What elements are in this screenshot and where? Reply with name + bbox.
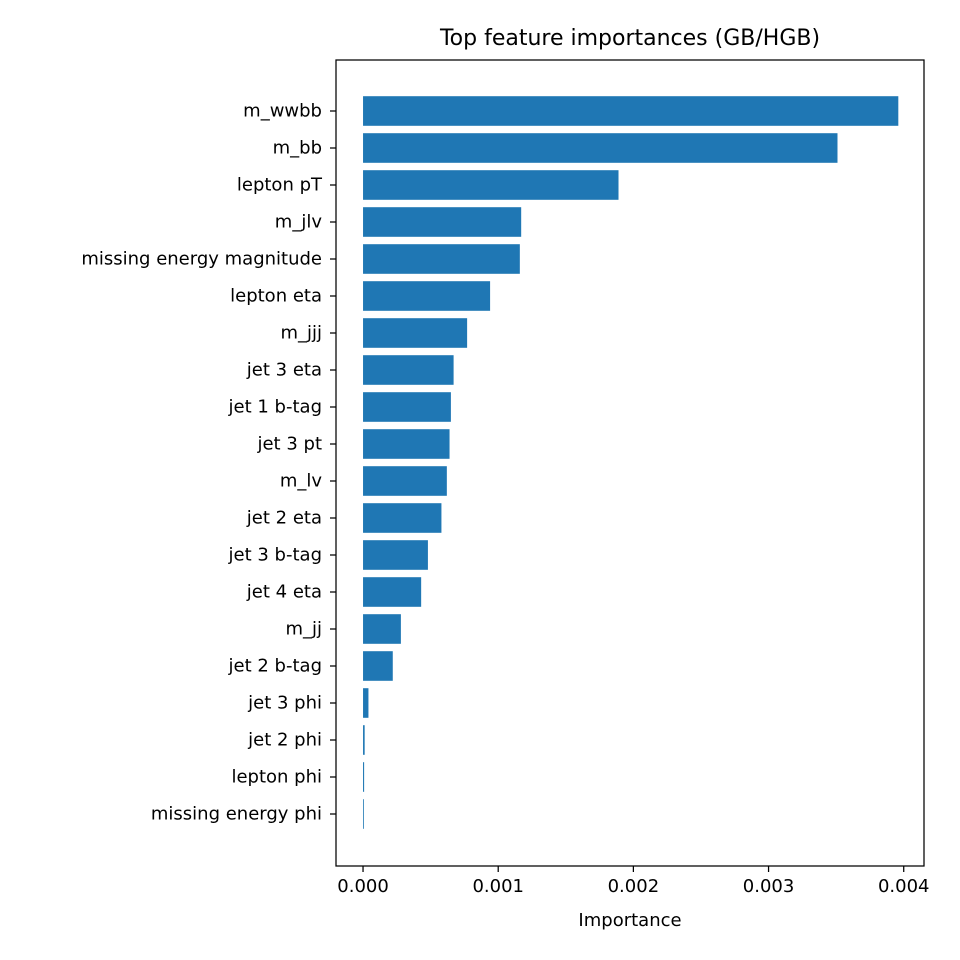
x-tick-label: 0.001 [472, 876, 524, 897]
bar-jet-3-eta [363, 355, 454, 385]
x-tick-label: 0.000 [337, 876, 389, 897]
x-tick-label: 0.002 [608, 876, 660, 897]
bar-jet-3-b-tag [363, 540, 428, 570]
y-tick-label: jet 2 phi [247, 730, 322, 751]
y-tick-label: jet 2 b-tag [228, 656, 322, 677]
y-tick-label: jet 3 pt [256, 434, 322, 455]
chart-title: Top feature importances (GB/HGB) [439, 26, 820, 51]
y-tick-label: jet 3 b-tag [228, 545, 322, 566]
plot-frame [335, 59, 925, 867]
y-tick-label: jet 3 phi [247, 693, 322, 714]
bar-jet-1-b-tag [363, 392, 451, 422]
bar-jet-3-pt [363, 429, 450, 459]
y-tick-label: m_wwbb [243, 101, 322, 122]
bar-missing-energy-magnitude [363, 244, 520, 274]
y-tick-label: m_jlv [275, 212, 323, 233]
x-tick-label: 0.003 [743, 876, 795, 897]
y-tick-label: jet 4 eta [246, 582, 322, 603]
bar-lepton-pT [363, 170, 619, 200]
bars-group [363, 96, 899, 829]
x-ticks: 0.000 0.001 0.002 0.003 0.004 [337, 866, 929, 897]
y-tick-label: m_bb [273, 138, 322, 159]
y-tick-label: missing energy phi [151, 804, 322, 825]
bar-m_jlv [363, 207, 522, 237]
y-tick-label: lepton phi [231, 767, 322, 788]
y-tick-label: missing energy magnitude [81, 249, 322, 270]
y-tick-label: m_jj [285, 619, 322, 640]
bar-m_wwbb [363, 96, 899, 126]
y-tick-label: m_jjj [280, 323, 322, 344]
x-axis-label: Importance [578, 910, 681, 931]
bar-missing-energy-phi [363, 799, 364, 829]
bar-jet-3-phi [363, 688, 369, 718]
bar-jet-2-eta [363, 503, 442, 533]
x-tick-label: 0.004 [878, 876, 930, 897]
bar-jet-2-phi [363, 725, 365, 755]
y-tick-label: m_lv [280, 471, 323, 492]
bar-jet-4-eta [363, 577, 422, 607]
bar-lepton-eta [363, 281, 491, 311]
y-tick-label: jet 1 b-tag [228, 397, 322, 418]
y-tick-label: lepton eta [230, 286, 322, 307]
y-tick-label: jet 2 eta [246, 508, 322, 529]
bar-m_lv [363, 466, 447, 496]
y-tick-label: jet 3 eta [246, 360, 322, 381]
bar-m_bb [363, 133, 838, 163]
bar-m_jj [363, 614, 401, 644]
bar-m_jjj [363, 318, 468, 348]
bar-lepton-phi [363, 762, 365, 792]
bar-jet-2-b-tag [363, 651, 393, 681]
y-tick-label: lepton pT [237, 175, 323, 196]
